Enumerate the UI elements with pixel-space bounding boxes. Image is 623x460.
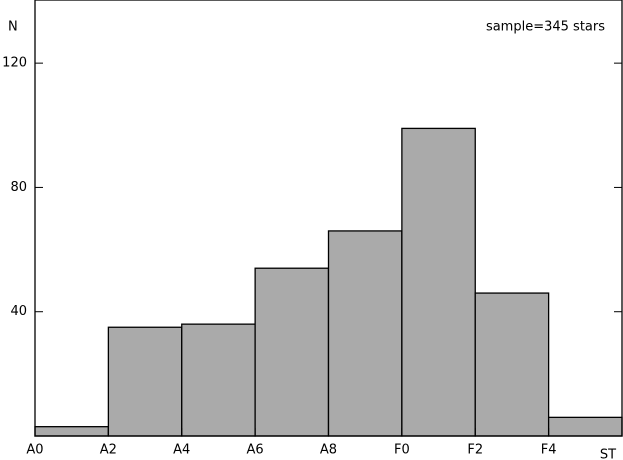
y-tick-label: 40 — [10, 304, 27, 319]
bar — [254, 267, 330, 437]
bar — [474, 292, 550, 437]
x-tick-label: F4 — [541, 443, 557, 458]
x-tick-label: A8 — [320, 443, 337, 458]
x-tick-label: F0 — [394, 443, 410, 458]
y-tick-label: 80 — [10, 180, 27, 195]
x-tick-label: F2 — [467, 443, 483, 458]
x-tick-label: A2 — [100, 443, 117, 458]
x-tick-label: A4 — [173, 443, 190, 458]
x-tick-label: A6 — [247, 443, 264, 458]
plot-frame — [34, 0, 623, 437]
bar — [401, 127, 476, 437]
bar — [327, 230, 403, 437]
bar — [547, 416, 623, 437]
x-axis-label: ST — [600, 448, 616, 460]
bar — [181, 323, 256, 437]
y-axis-label: N — [8, 20, 18, 35]
y-tick-label: 120 — [2, 56, 27, 71]
bar — [107, 326, 183, 437]
annotation: sample=345 stars — [486, 20, 605, 35]
bar — [34, 426, 110, 437]
x-tick-label: A0 — [26, 443, 43, 458]
